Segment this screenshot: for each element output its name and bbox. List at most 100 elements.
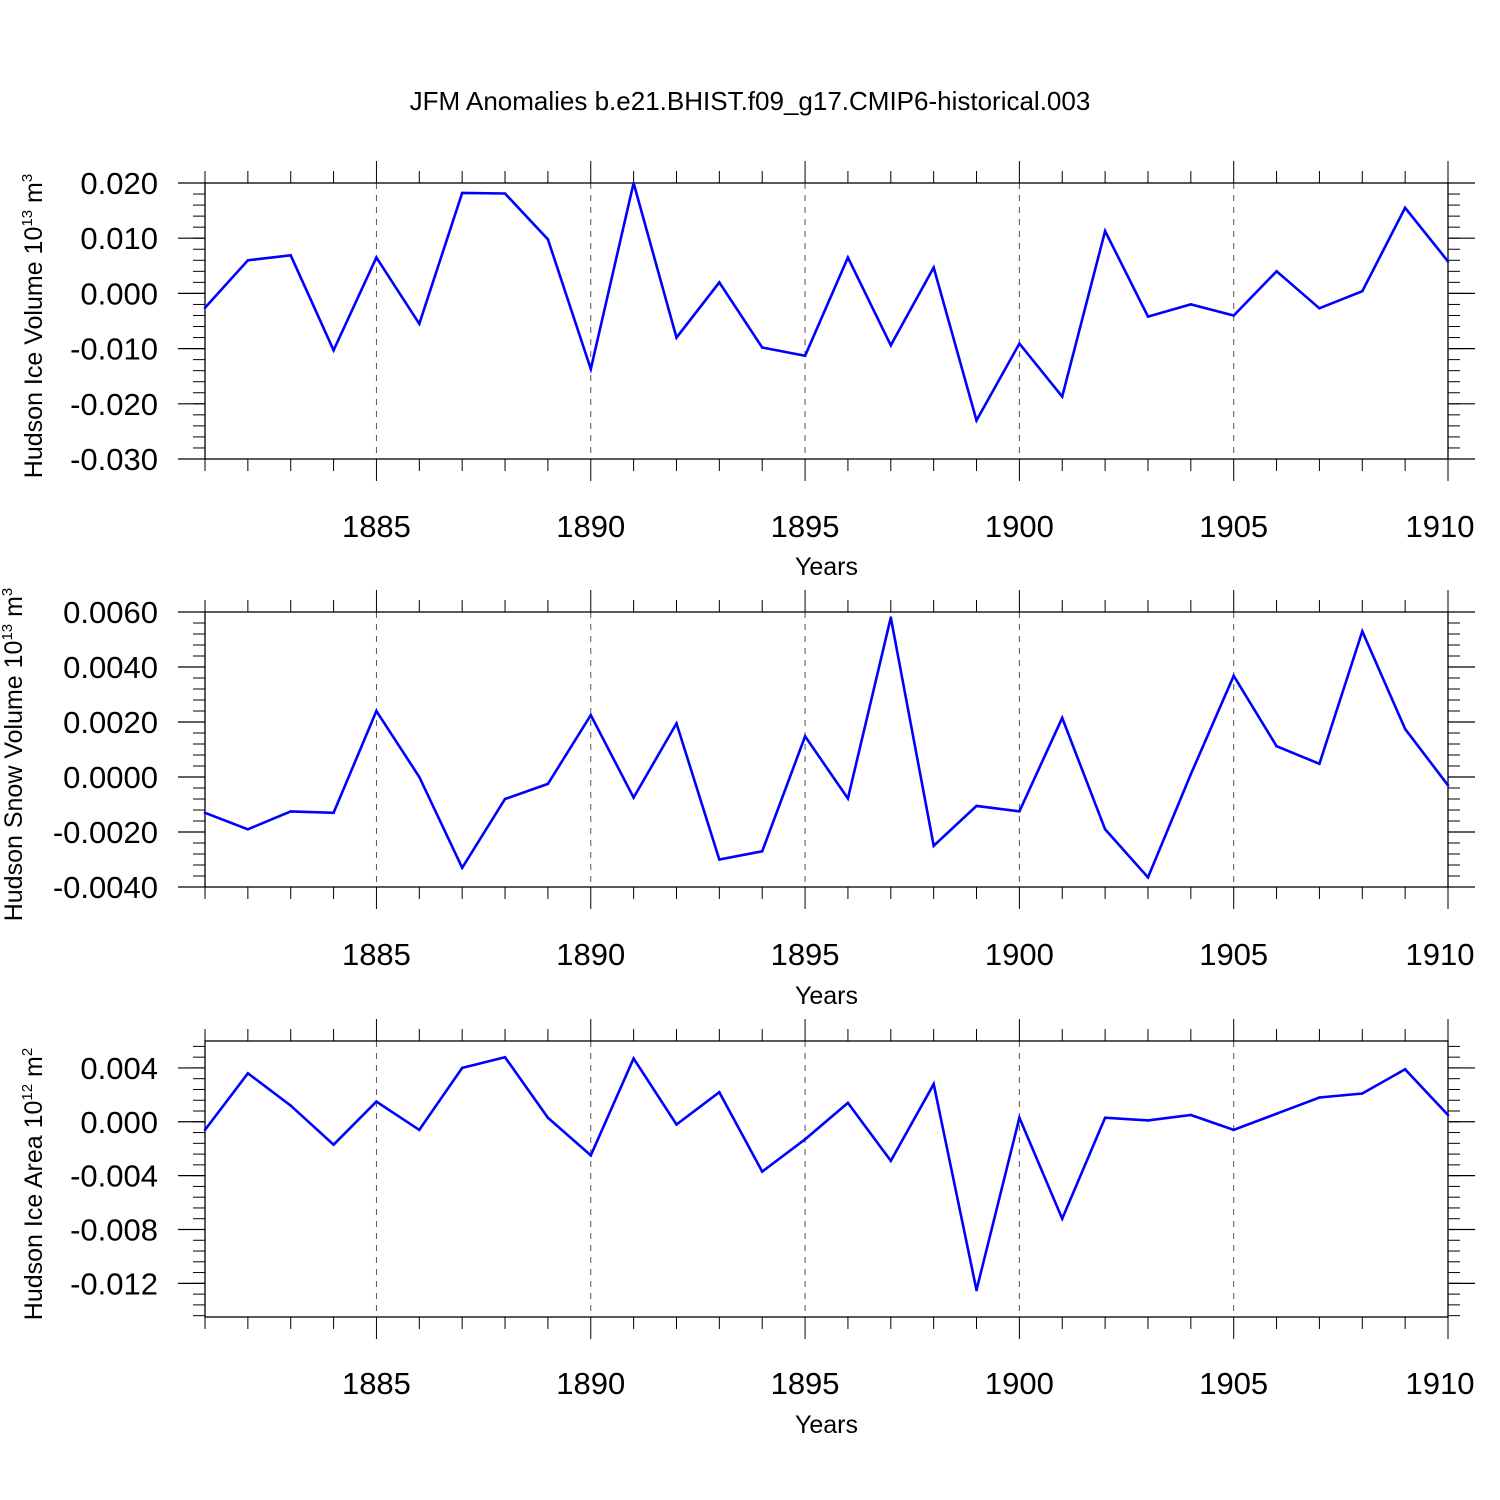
data-point: [375, 1100, 378, 1103]
y-tick-label: 0.0040: [63, 650, 158, 685]
y-axis-title-main: Hudson Ice Volume 10: [20, 227, 48, 479]
data-point: [846, 256, 850, 259]
y-tick-label: -0.030: [70, 442, 158, 477]
data-point: [503, 797, 507, 801]
data-point: [203, 811, 207, 815]
x-tick-label: 1905: [1199, 509, 1268, 544]
y-tick-label: -0.0020: [53, 815, 158, 850]
data-point: [418, 1128, 421, 1132]
data-point: [718, 1090, 721, 1094]
data-point: [332, 811, 335, 815]
data-point: [1103, 229, 1107, 233]
data-point: [1189, 303, 1193, 306]
data-point: [375, 709, 378, 713]
y-axis-title: Hudson Ice Volume 1013 m3: [19, 174, 48, 478]
x-axis-title: Years: [795, 553, 858, 581]
data-point: [760, 849, 764, 853]
data-point: [975, 804, 978, 808]
data-point: [932, 266, 935, 269]
data-point: [1146, 1119, 1150, 1122]
data-point: [1318, 307, 1321, 310]
y-tick-label: 0.0000: [63, 760, 158, 795]
x-tick-label: 1900: [985, 1366, 1054, 1401]
data-point: [246, 1072, 250, 1075]
y-axis-title-unit-exponent: 3: [19, 174, 36, 182]
data-point: [546, 238, 550, 241]
series-line: [204, 182, 1450, 424]
data-point: [1018, 810, 1021, 813]
data-point: [460, 1066, 464, 1070]
x-tick-label: 1885: [342, 937, 411, 972]
y-tick-label: -0.0040: [53, 870, 158, 905]
data-point: [718, 858, 721, 861]
data-point: [1275, 270, 1278, 273]
x-tick-label: 1890: [556, 937, 625, 972]
y-axis-title-unit-exponent: 2: [19, 1048, 36, 1056]
data-point: [203, 306, 207, 310]
data-point: [932, 844, 935, 848]
data-point: [1446, 783, 1450, 787]
data-point: [418, 322, 421, 326]
data-point: [589, 713, 593, 717]
data-point: [760, 1170, 764, 1173]
data-point: [289, 1104, 293, 1107]
data-point: [1403, 727, 1407, 731]
data-point: [1360, 629, 1364, 633]
x-tick-label: 1910: [1406, 1366, 1475, 1401]
y-tick-label: 0.000: [80, 1105, 158, 1140]
y-axis-title-unit: m: [0, 596, 28, 624]
data-point: [1232, 314, 1235, 317]
data-point: [1403, 206, 1407, 210]
y-axis-title: Hudson Snow Volume 1013 m3: [0, 588, 28, 922]
data-point: [1060, 716, 1064, 720]
data-point: [1318, 762, 1321, 766]
data-point: [1018, 1116, 1021, 1120]
x-tick-label: 1885: [342, 509, 411, 544]
data-point: [332, 1143, 335, 1146]
data-point: [1232, 674, 1235, 678]
data-point: [889, 343, 893, 347]
data-point: [889, 616, 893, 619]
data-point: [246, 827, 250, 831]
data-point: [632, 1057, 635, 1060]
data-point: [1403, 1067, 1407, 1071]
data-point: [1018, 342, 1021, 345]
y-tick-label: 0.004: [80, 1051, 158, 1086]
data-point: [246, 258, 250, 262]
data-point: [503, 1055, 507, 1059]
data-point: [289, 810, 293, 813]
panel-1: -0.030 -0.020 -0.010 0.000 0.010 0.020 1885 189…: [19, 161, 1475, 581]
data-point: [1146, 876, 1150, 879]
y-axis-title-main: Hudson Ice Area 10: [20, 1101, 48, 1321]
data-point: [1446, 1113, 1450, 1117]
data-point: [589, 367, 593, 371]
x-tick-label: 1895: [771, 937, 840, 972]
data-point: [718, 281, 721, 284]
data-point: [803, 735, 807, 738]
data-point: [1360, 1092, 1364, 1095]
x-tick-label: 1890: [556, 509, 625, 544]
y-tick-label: 0.020: [80, 166, 158, 201]
data-point: [460, 191, 464, 195]
y-tick-label: 0.0060: [63, 595, 158, 630]
data-point: [1103, 827, 1107, 831]
data-point: [1318, 1096, 1321, 1099]
y-tick-label: -0.008: [70, 1212, 158, 1247]
data-point: [203, 1128, 207, 1132]
series-line: [204, 617, 1450, 880]
data-point: [889, 1159, 893, 1163]
x-axis-title: Years: [795, 982, 858, 1010]
x-tick-label: 1905: [1199, 1366, 1268, 1401]
data-point: [760, 346, 764, 349]
data-point: [675, 336, 678, 339]
data-point: [1232, 1128, 1235, 1132]
y-axis-title-unit-exponent: 3: [0, 588, 16, 596]
data-point: [975, 419, 978, 422]
data-point: [846, 1101, 850, 1105]
data-point: [803, 354, 807, 358]
data-point: [846, 797, 850, 800]
x-tick-label: 1905: [1199, 937, 1268, 972]
data-point: [375, 256, 378, 259]
y-tick-label: -0.004: [70, 1159, 158, 1194]
data-point: [1060, 395, 1064, 398]
